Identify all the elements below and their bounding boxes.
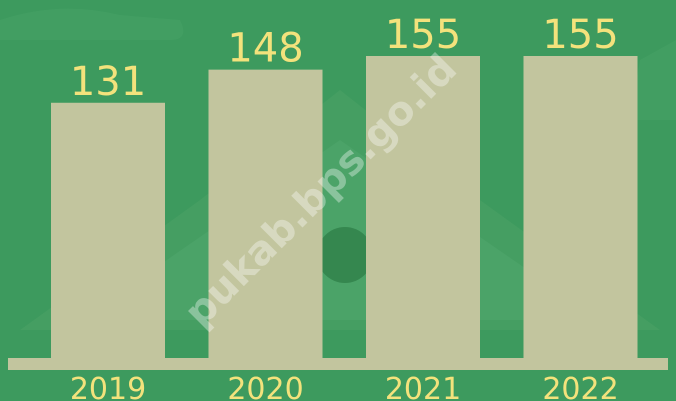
- value-label: 155: [385, 12, 461, 58]
- cloud-decoration: [0, 8, 184, 40]
- cloud-decoration: [630, 40, 676, 120]
- value-label: 155: [542, 12, 618, 58]
- x-tick-label: 2019: [70, 372, 146, 401]
- bar: [366, 56, 480, 358]
- bars: 131 2019 148 2020 155 2021 155 2022: [51, 12, 638, 401]
- bar: [51, 102, 165, 358]
- bar: [523, 56, 638, 358]
- bar: [208, 69, 323, 359]
- x-tick-label: 2022: [542, 372, 618, 401]
- base-platform: [8, 358, 668, 370]
- x-tick-label: 2021: [385, 372, 461, 401]
- x-tick-label: 2020: [227, 372, 303, 401]
- value-label: 131: [70, 59, 146, 105]
- emblem-decoration: [317, 227, 373, 283]
- value-label: 148: [227, 26, 303, 72]
